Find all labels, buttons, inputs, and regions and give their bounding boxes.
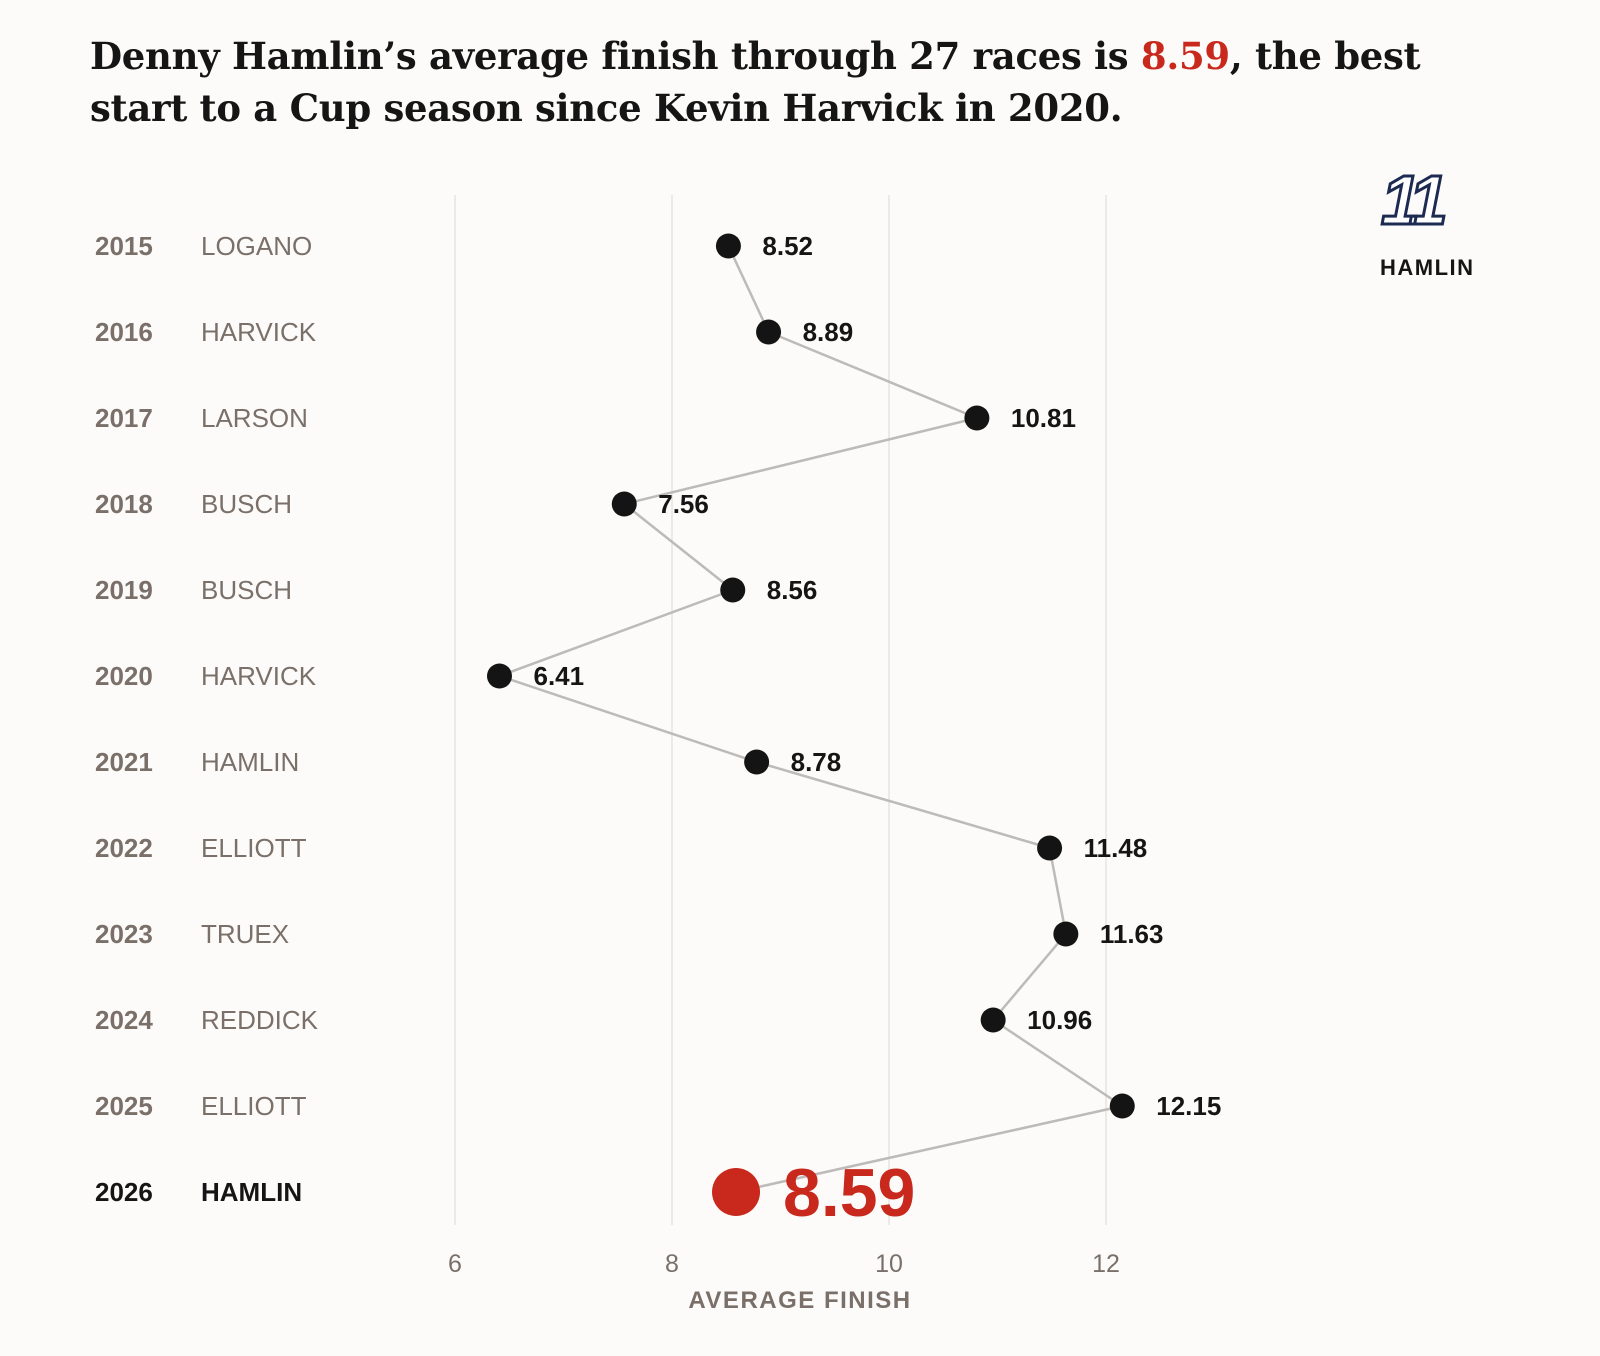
connector-line: [992, 933, 1067, 1021]
data-point: [1037, 835, 1063, 861]
gridlines: [454, 195, 1107, 1225]
data-point: [611, 491, 637, 517]
row-year: 2024: [95, 1005, 153, 1035]
x-tick-label: 6: [448, 1250, 462, 1278]
row-year: 2021: [95, 747, 153, 777]
title-text-before: Denny Hamlin’s average finish through 27…: [90, 34, 1141, 78]
row-driver: HAMLIN: [201, 1177, 302, 1207]
row-labels: 2015 LOGANO 2016 HARVICK 2017 LARSON 2018 BUSCH…: [95, 231, 319, 1207]
data-point: [715, 233, 741, 259]
logo-number: 11: [1381, 168, 1445, 238]
x-axis-label: AVERAGE FINISH: [688, 1287, 911, 1314]
title-text-after: , the best start to a Cup season since K…: [90, 34, 1421, 130]
data-points: 8.52 8.89 10.81 7.56 8.56 6.41 8.78 11.48 11.63 1…: [486, 231, 1221, 1231]
connector-line: [1048, 847, 1068, 935]
row-driver: HARVICK: [201, 317, 317, 347]
row-driver: TRUEX: [201, 919, 289, 949]
data-point: [486, 663, 512, 689]
value-label: 8.56: [767, 575, 818, 605]
highlight-value-label: 8.59: [783, 1155, 915, 1231]
row-year: 2015: [95, 231, 153, 261]
connector-line: [499, 674, 758, 764]
connector-line: [499, 588, 734, 678]
data-point: [1109, 1093, 1135, 1119]
logo-label: HAMLIN: [1380, 255, 1475, 280]
row-driver: LARSON: [201, 403, 308, 433]
row-driver: HAMLIN: [201, 747, 299, 777]
connector-line: [735, 1104, 1123, 1194]
connector-line: [768, 330, 978, 420]
connector-line: [623, 503, 734, 591]
row-year: 2020: [95, 661, 153, 691]
row-driver: LOGANO: [201, 231, 312, 261]
data-point: [744, 749, 770, 775]
value-label: 12.15: [1156, 1091, 1221, 1121]
row-year: 2018: [95, 489, 153, 519]
value-label: 8.78: [791, 747, 842, 777]
connector-line: [623, 416, 978, 506]
connector-line: [992, 1018, 1123, 1108]
x-tick-label: 8: [665, 1250, 679, 1278]
row-driver: HARVICK: [201, 661, 317, 691]
connector-line: [727, 245, 770, 333]
data-point: [756, 319, 782, 345]
row-year: 2023: [95, 919, 153, 949]
row-year: 2022: [95, 833, 153, 863]
value-label: 8.52: [762, 231, 813, 261]
value-label: 10.96: [1027, 1005, 1092, 1035]
value-label: 6.41: [533, 661, 584, 691]
x-tick-label: 12: [1092, 1250, 1120, 1278]
value-label: 11.63: [1100, 919, 1164, 949]
data-point: [964, 405, 990, 431]
data-point: [980, 1007, 1006, 1033]
highlight-point: [712, 1168, 761, 1216]
value-label: 10.81: [1011, 403, 1076, 433]
data-point: [720, 577, 746, 603]
connector-line: [756, 760, 1050, 850]
row-driver: ELLIOTT: [201, 833, 307, 863]
title-highlight-value: 8.59: [1140, 34, 1230, 78]
x-tick-label: 10: [875, 1250, 903, 1278]
row-driver: BUSCH: [201, 575, 292, 605]
chart-title: Denny Hamlin’s average finish through 27…: [90, 30, 1510, 134]
row-year: 2025: [95, 1091, 153, 1121]
data-point: [1053, 921, 1079, 947]
value-label: 7.56: [658, 489, 709, 519]
row-driver: BUSCH: [201, 489, 292, 519]
value-label: 11.48: [1084, 833, 1148, 863]
car-number-11-logo: 11: [1380, 168, 1453, 238]
value-label: 8.89: [803, 317, 854, 347]
row-driver: REDDICK: [201, 1005, 319, 1035]
row-year: 2017: [95, 403, 153, 433]
connector-lines: [499, 245, 1123, 1194]
row-year: 2026: [95, 1177, 153, 1207]
x-axis-ticks: 6 8 10 12: [448, 1250, 1120, 1278]
row-driver: ELLIOTT: [201, 1091, 307, 1121]
row-year: 2016: [95, 317, 153, 347]
row-year: 2019: [95, 575, 153, 605]
